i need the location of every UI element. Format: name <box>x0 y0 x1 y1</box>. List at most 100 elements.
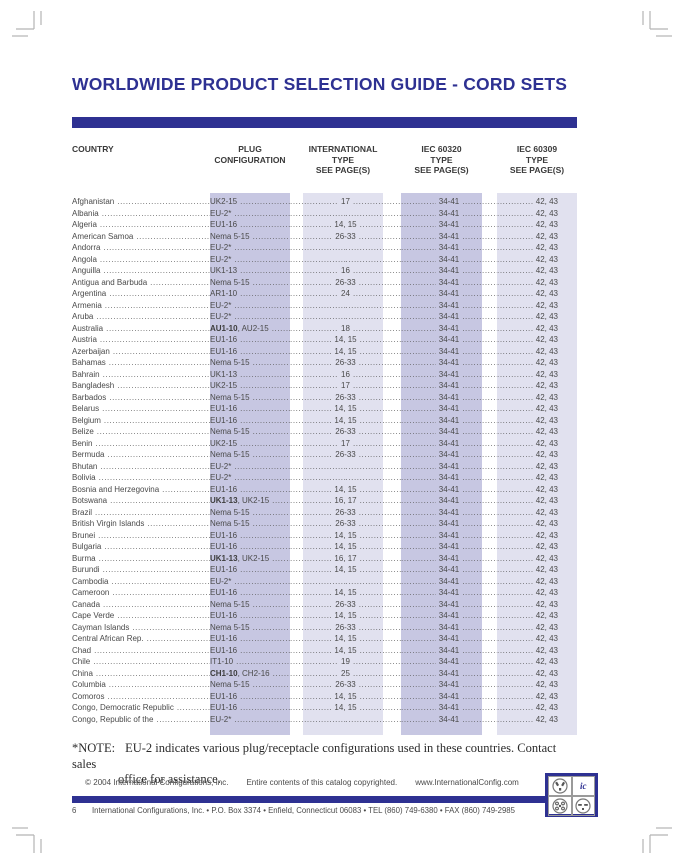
plug-configuration-value: Nema 5-15 <box>210 358 250 367</box>
dot-leader: ........................................… <box>462 519 497 528</box>
dot-leader: ........................................… <box>462 243 497 252</box>
iec60309-pages-value: 42, 43 <box>535 404 558 413</box>
country-cell: Algeria.................................… <box>72 219 210 231</box>
iec60320-pages-cell: ........................................… <box>401 242 497 254</box>
table-header-row: COUNTRY PLUG CONFIGURATION INTERNATIONAL… <box>72 144 577 182</box>
iec60309-pages-cell: ........................................… <box>497 438 577 450</box>
dot-leader: ........................................… <box>497 565 533 574</box>
dot-leader: ........................................… <box>99 335 210 344</box>
dot-leader: ........................................… <box>462 381 497 390</box>
dot-leader: ........................................… <box>108 358 210 367</box>
iec60309-pages-value: 42, 43 <box>535 220 558 229</box>
dot-leader: ........................................… <box>111 576 210 586</box>
dot-leader: ........................................… <box>110 496 210 505</box>
dot-leader: ........................................… <box>290 415 332 425</box>
dot-leader: ........................................… <box>358 427 401 436</box>
plug-configuration-cell: EU1-16..................................… <box>210 334 290 346</box>
dot-leader: ........................................… <box>359 335 401 344</box>
dot-leader: ........................................… <box>359 588 401 597</box>
iec60320-pages-value: 34-41 <box>438 473 460 482</box>
country-name: Bosnia and Herzegovina <box>72 484 160 494</box>
dot-leader: ........................................… <box>290 335 332 344</box>
dot-leader: ........................................… <box>462 691 497 701</box>
country-cell: Belarus.................................… <box>72 403 210 415</box>
country-cell: Afghanistan.............................… <box>72 196 210 208</box>
dot-leader: ........................................… <box>290 197 338 206</box>
iec60309-pages-cell: ........................................… <box>497 668 577 680</box>
plug-configuration-cell: EU1-16..................................… <box>210 702 290 714</box>
dot-leader: ........................................… <box>462 300 497 310</box>
dot-leader: ........................................… <box>401 519 436 528</box>
iec60320-pages-cell: ........................................… <box>401 288 497 300</box>
dot-leader: ........................................… <box>462 703 497 712</box>
international-pages-cell: ........................................… <box>290 196 401 208</box>
plug-configuration-value: EU1-16 <box>210 335 238 344</box>
dot-leader: ........................................… <box>462 289 497 298</box>
international-pages-value: 14, 15 <box>334 634 357 643</box>
iec60320-pages-value: 34-41 <box>438 599 460 609</box>
dot-leader: ........................................… <box>401 300 436 310</box>
country-cell: Benin...................................… <box>72 438 210 450</box>
dot-leader: ........................................… <box>290 576 346 586</box>
cropmark-bottom-left <box>10 820 46 856</box>
dot-leader: ........................................… <box>240 335 290 344</box>
dot-leader: ........................................… <box>401 208 436 218</box>
country-name: Angola <box>72 254 97 264</box>
country-name: Botswana <box>72 496 108 505</box>
country-cell: Columbia................................… <box>72 679 210 691</box>
country-cell: Australia...............................… <box>72 323 210 335</box>
cropmark-bottom-right <box>638 820 674 856</box>
international-pages-value: 19 <box>341 657 350 666</box>
international-pages-value: 14, 15 <box>334 691 357 701</box>
dot-leader: ........................................… <box>99 254 210 264</box>
dot-leader: ........................................… <box>401 599 436 609</box>
dot-leader: ........................................… <box>290 266 338 275</box>
dot-leader: ........................................… <box>352 266 401 275</box>
dot-leader: ........................................… <box>497 507 533 517</box>
country-cell: Congo, Republic of the..................… <box>72 714 210 726</box>
plug-configuration-cell: UK1-13, UK2-15..........................… <box>210 495 290 507</box>
dot-leader: ........................................… <box>462 392 497 402</box>
international-pages-value: 26-33 <box>335 599 356 609</box>
dot-leader: ........................................… <box>462 450 497 459</box>
dot-leader: ........................................… <box>497 553 533 563</box>
dot-leader: ........................................… <box>401 243 436 252</box>
iec60320-pages-value: 34-41 <box>438 231 460 241</box>
dot-leader: ........................................… <box>401 404 436 413</box>
dot-leader: ........................................… <box>240 438 290 448</box>
international-pages-value: 14, 15 <box>334 404 357 413</box>
country-name: Antigua and Barbuda <box>72 277 148 287</box>
dot-leader: ........................................… <box>497 369 533 379</box>
plug-configuration-value: EU1-16 <box>210 565 238 574</box>
dot-leader: ........................................… <box>462 714 497 724</box>
plug-configuration-value: EU1-16 <box>210 346 238 356</box>
iec60320-pages-cell: ........................................… <box>401 357 497 369</box>
footnote-label: *NOTE: <box>72 741 116 755</box>
plug-configuration-value: EU-2* <box>210 473 232 482</box>
dot-leader: ........................................… <box>401 266 436 275</box>
dot-leader: ........................................… <box>462 358 497 367</box>
dot-leader: ........................................… <box>462 622 497 632</box>
dot-leader: ........................................… <box>497 312 533 321</box>
dot-leader: ........................................… <box>345 312 402 321</box>
dot-leader: ........................................… <box>497 530 533 540</box>
dot-leader: ........................................… <box>95 507 210 517</box>
dot-leader: ........................................… <box>290 599 333 609</box>
dot-leader: ........................................… <box>401 668 436 678</box>
iec60320-pages-cell: ........................................… <box>401 507 497 519</box>
address-line: 6 International Configurations, Inc. • P… <box>72 806 545 815</box>
country-cell: Angola..................................… <box>72 254 210 266</box>
plug-configuration-cell: EU1-16..................................… <box>210 346 290 358</box>
country-cell: Bhutan..................................… <box>72 461 210 473</box>
iec60309-pages-cell: ........................................… <box>497 599 577 611</box>
country-cell: Chad....................................… <box>72 645 210 657</box>
dot-leader: ........................................… <box>401 576 436 586</box>
dot-leader: ........................................… <box>462 220 497 229</box>
country-name: Chad <box>72 645 92 655</box>
plug-configuration-cell: EU-2*...................................… <box>210 208 290 220</box>
dot-leader: ........................................… <box>359 542 401 551</box>
iec60320-pages-cell: ........................................… <box>401 461 497 473</box>
plug-configuration-value: Nema 5-15 <box>210 450 250 459</box>
dot-leader: ........................................… <box>497 277 533 287</box>
iec60320-pages-value: 34-41 <box>438 358 460 367</box>
